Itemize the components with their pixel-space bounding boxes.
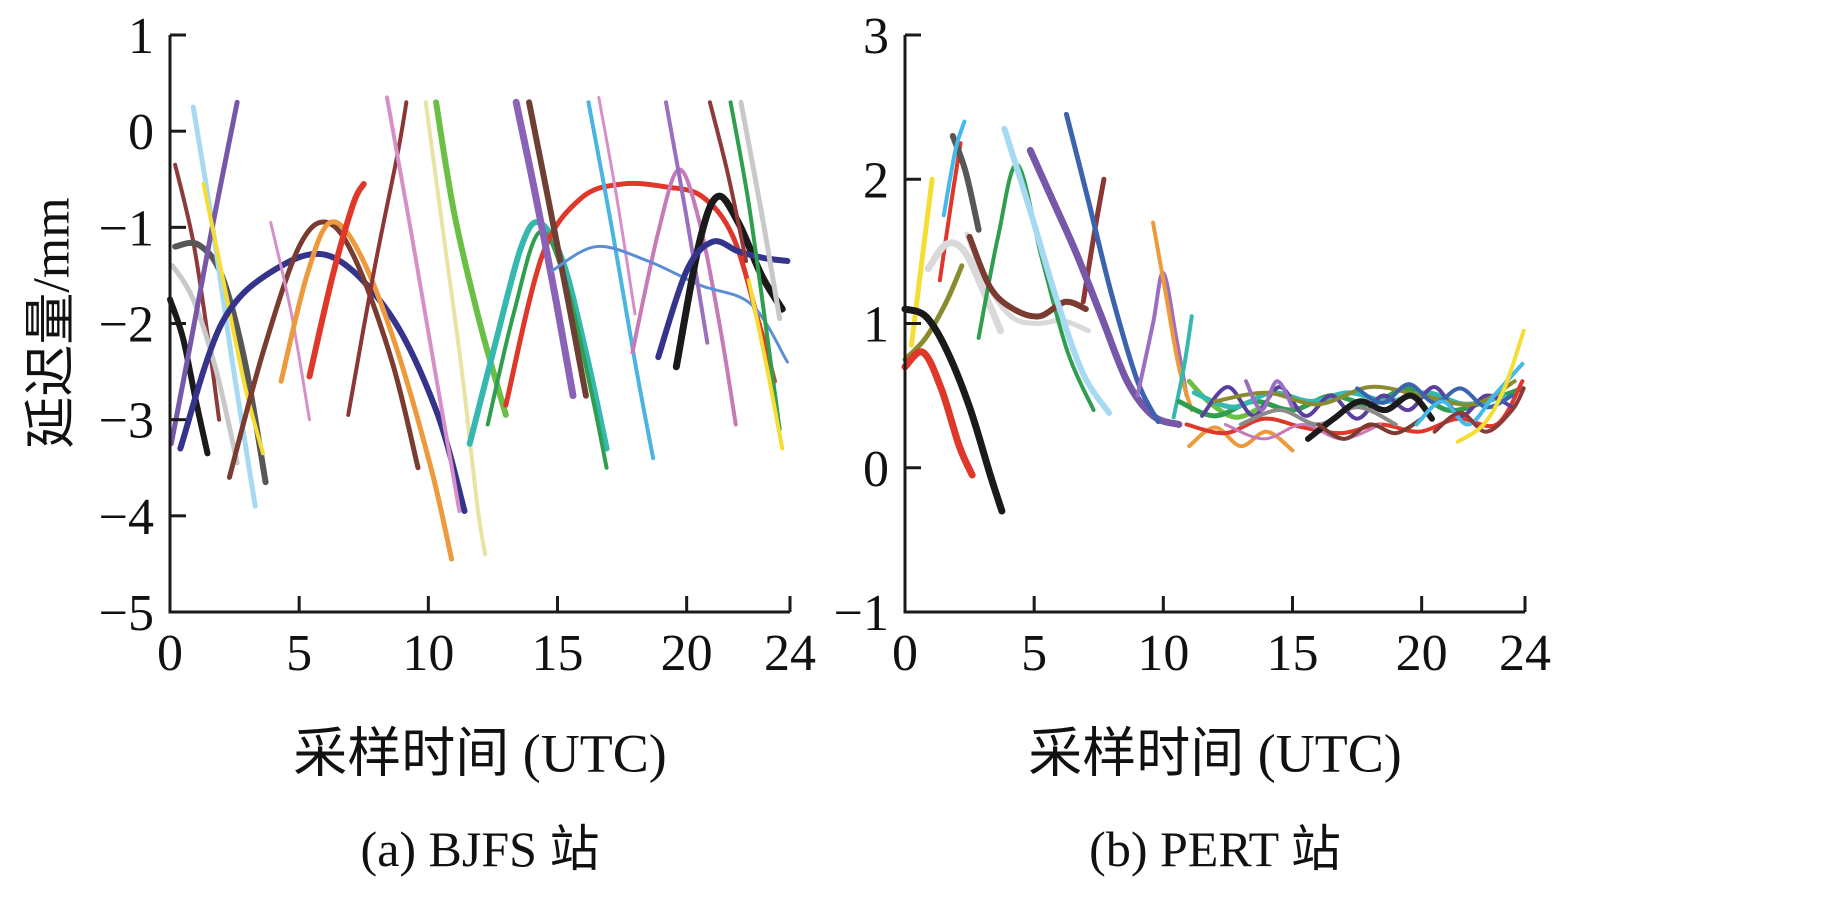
series-path xyxy=(924,239,1005,335)
series-path xyxy=(664,100,710,345)
y-tick-label: −4 xyxy=(99,489,154,546)
series-path xyxy=(1001,125,1113,416)
y-tick-label: 2 xyxy=(863,152,889,209)
series-path xyxy=(901,305,1006,515)
series-path xyxy=(526,99,589,399)
series-path xyxy=(485,229,609,470)
x-tick-label: 15 xyxy=(1267,625,1319,682)
series-path xyxy=(1305,392,1435,442)
y-tick-label: 0 xyxy=(128,104,154,161)
series-path xyxy=(597,96,637,316)
x-tick-label: 24 xyxy=(764,625,816,682)
y-tick-label: −5 xyxy=(99,585,154,642)
series-path xyxy=(655,238,791,361)
y-tick-label: −1 xyxy=(99,200,154,257)
panel-bjfs: 10−1−2−3−4−50 5 10 15 20 24 xyxy=(99,8,816,682)
series-path xyxy=(346,100,409,417)
y-axis-label: 延迟量/mm xyxy=(23,197,81,449)
caption-bjfs: (a) BJFS 站 xyxy=(360,821,600,877)
series-path xyxy=(901,348,976,479)
x-tick-label: 0 xyxy=(892,625,918,682)
x-tick-label: 10 xyxy=(1137,625,1189,682)
series-path xyxy=(1414,361,1525,427)
series-path xyxy=(1135,271,1189,398)
series-path xyxy=(672,192,786,371)
y-tick-label: 3 xyxy=(863,8,889,65)
series-path xyxy=(707,100,749,263)
series-path xyxy=(168,99,240,447)
series-path xyxy=(177,250,468,515)
series-path xyxy=(1213,379,1517,407)
series-path xyxy=(738,99,783,322)
series-path xyxy=(966,233,1089,320)
y-tick-label: −1 xyxy=(834,585,889,642)
series-path xyxy=(306,181,367,380)
y-tick-label: −2 xyxy=(99,297,154,354)
y-tick-label: 1 xyxy=(128,8,154,65)
y-tick-label: −3 xyxy=(99,393,154,450)
series-path xyxy=(550,244,789,364)
x-tick-label: 15 xyxy=(532,625,584,682)
series-path xyxy=(1171,314,1194,420)
x-tick-label: 0 xyxy=(157,625,183,682)
series-path xyxy=(902,263,965,363)
series-path xyxy=(423,100,488,557)
x-axis-label-pert: 采样时间 (UTC) xyxy=(1028,723,1402,784)
caption-pert: (b) PERT 站 xyxy=(1089,821,1341,877)
x-tick-label: 10 xyxy=(402,625,454,682)
x-tick-label: 20 xyxy=(661,625,713,682)
series-path xyxy=(586,100,656,461)
series-path xyxy=(1151,220,1194,413)
series-path xyxy=(190,104,258,509)
series-path xyxy=(1316,416,1424,441)
series-path xyxy=(433,99,509,418)
series-path xyxy=(1200,384,1515,421)
series-path xyxy=(941,119,967,218)
series-path xyxy=(976,162,1096,413)
series-path xyxy=(1455,328,1526,444)
series-group xyxy=(167,95,791,562)
x-axis-label-bjfs: 采样时间 (UTC) xyxy=(293,723,667,784)
y-tick-label: 1 xyxy=(863,297,889,354)
series-path xyxy=(269,221,311,422)
series-path xyxy=(167,296,211,457)
x-tick-label: 20 xyxy=(1396,625,1448,682)
series-path xyxy=(385,95,462,514)
series-path xyxy=(1244,379,1295,413)
series-path xyxy=(278,219,455,562)
x-tick-label: 5 xyxy=(1021,625,1047,682)
series-path xyxy=(728,100,782,432)
series-path xyxy=(170,263,240,466)
series-group xyxy=(901,111,1526,515)
series-path xyxy=(512,98,577,400)
y-tick-label: 0 xyxy=(863,441,889,498)
series-path xyxy=(1063,111,1161,425)
x-tick-label: 5 xyxy=(286,625,312,682)
series-path xyxy=(201,182,265,456)
series-path xyxy=(1432,386,1526,434)
x-tick-label: 24 xyxy=(1499,625,1551,682)
series-path xyxy=(746,278,785,451)
